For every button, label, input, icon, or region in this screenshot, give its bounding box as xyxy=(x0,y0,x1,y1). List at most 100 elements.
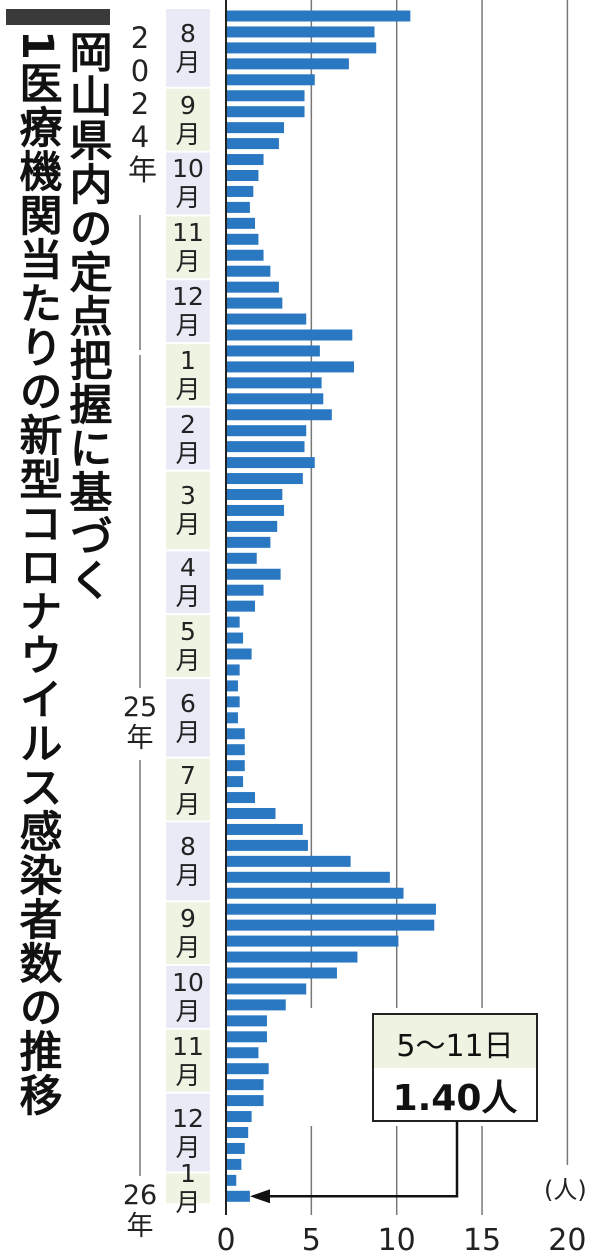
bar xyxy=(226,10,411,22)
bar xyxy=(226,1127,249,1138)
annotation-value: 1.40人 xyxy=(393,1078,518,1119)
month-band xyxy=(166,551,210,614)
month-band xyxy=(166,966,210,1028)
month-band xyxy=(166,9,210,87)
bar xyxy=(226,26,375,38)
month-band xyxy=(166,152,210,215)
bar xyxy=(226,361,355,373)
month-label: 1月 xyxy=(175,345,201,404)
bar xyxy=(226,776,244,788)
bar xyxy=(226,425,307,437)
bar xyxy=(226,744,245,756)
bar xyxy=(226,1031,267,1043)
bar xyxy=(226,504,285,516)
bar xyxy=(226,185,254,197)
x-tick-label: 0 xyxy=(216,1223,235,1257)
bar xyxy=(226,903,436,915)
month-label: 3月 xyxy=(175,481,201,540)
bar xyxy=(226,457,315,469)
x-tick-label: 5 xyxy=(302,1223,321,1257)
annotation-top-bg xyxy=(373,1014,537,1068)
bar xyxy=(226,536,271,548)
bar xyxy=(226,951,358,963)
arrow-icon xyxy=(250,1189,270,1204)
month-band xyxy=(166,1173,210,1204)
month-band xyxy=(166,216,210,279)
bar xyxy=(226,839,308,851)
month-label: 2月 xyxy=(175,409,201,468)
bar xyxy=(226,74,315,86)
bar xyxy=(226,489,283,500)
bar xyxy=(226,823,303,835)
bar xyxy=(226,935,399,947)
bar xyxy=(226,201,250,213)
annotation-leader-line xyxy=(268,1121,459,1198)
bar xyxy=(226,1111,252,1123)
bar xyxy=(226,58,349,70)
bar xyxy=(226,792,256,804)
bar xyxy=(226,520,278,532)
x-tick-label: 15 xyxy=(463,1223,501,1257)
bar xyxy=(226,760,245,772)
month-label: 11月 xyxy=(172,218,204,277)
bar xyxy=(226,808,276,819)
bar xyxy=(226,696,240,708)
bar xyxy=(226,329,353,341)
month-band xyxy=(166,471,210,550)
bar xyxy=(226,1174,237,1186)
month-label: 5月 xyxy=(175,617,201,676)
bar xyxy=(226,887,404,899)
bar xyxy=(226,664,240,676)
month-band xyxy=(166,678,210,757)
month-band xyxy=(166,1029,210,1092)
bar xyxy=(226,648,252,660)
unit-label: (人) xyxy=(544,1176,587,1204)
year-label: 2024年 xyxy=(128,21,158,187)
month-band xyxy=(166,758,210,821)
x-tick-label: 10 xyxy=(378,1223,416,1257)
bar xyxy=(226,712,238,724)
bar xyxy=(226,249,264,261)
bar xyxy=(226,122,285,134)
bar xyxy=(226,1158,242,1170)
bar xyxy=(226,313,307,325)
annotation-period: 5〜11日 xyxy=(396,1029,513,1064)
bar xyxy=(226,154,264,166)
bar xyxy=(226,393,324,405)
month-label: 12月 xyxy=(172,282,204,341)
year-label: 26年 xyxy=(120,1180,160,1242)
annotation-box xyxy=(372,1013,538,1122)
month-band xyxy=(166,280,210,342)
bar xyxy=(226,600,256,612)
bar xyxy=(226,170,259,181)
bar xyxy=(226,919,435,931)
bar xyxy=(226,345,320,357)
bar xyxy=(226,217,256,229)
month-label: 8月 xyxy=(175,832,201,891)
bar xyxy=(226,552,257,564)
bar xyxy=(226,1047,259,1059)
chart-title-line-1: 岡山県内の定点把握に基づく xyxy=(62,30,112,602)
bar xyxy=(226,473,303,485)
month-label: 9月 xyxy=(175,904,201,963)
bar xyxy=(226,999,286,1011)
month-label: 9月 xyxy=(175,90,201,149)
bar xyxy=(226,281,279,293)
month-label: 7月 xyxy=(175,760,201,819)
title-bar-decoration xyxy=(6,9,110,25)
bar xyxy=(226,728,245,740)
bar xyxy=(226,441,305,453)
month-band xyxy=(166,1093,210,1172)
bar xyxy=(226,138,279,150)
month-band xyxy=(166,615,210,677)
month-band xyxy=(166,343,210,406)
bar xyxy=(226,568,281,580)
x-tick-label: 20 xyxy=(548,1223,586,1257)
month-label: 12月 xyxy=(172,1103,204,1162)
year-label: 25年 xyxy=(120,692,160,754)
bar xyxy=(226,42,377,54)
month-label: 6月 xyxy=(175,688,201,747)
bar xyxy=(226,265,271,277)
bar xyxy=(226,871,390,883)
